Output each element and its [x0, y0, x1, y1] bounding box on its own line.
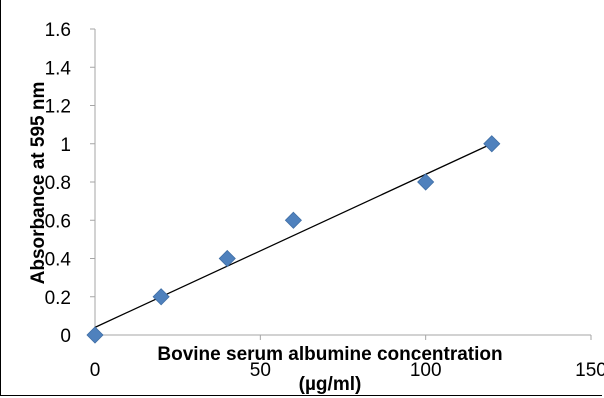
x-tick-label: 150	[575, 360, 604, 381]
y-tick-label: 1.2	[45, 97, 71, 118]
data-point	[483, 135, 501, 153]
x-axis-title-line-1: Bovine serum albumine concentration	[157, 344, 502, 365]
trendline	[94, 143, 493, 328]
data-point	[417, 173, 435, 191]
y-tick-label: 0.2	[45, 288, 71, 309]
y-tick-label: 1.4	[45, 58, 72, 79]
y-tick-label: 1	[60, 135, 71, 156]
y-tick-label: 0.6	[45, 211, 71, 232]
x-axis-title-line-2: (µg/ml)	[299, 374, 362, 395]
data-point	[86, 326, 104, 344]
x-tick-label: 0	[90, 360, 101, 381]
data-points	[86, 135, 501, 344]
y-tick-label: 1.6	[45, 20, 71, 41]
y-tick-label: 0.4	[45, 250, 72, 271]
tick-labels: 0 0.2 0.4 0.6 0.8 1 1.2 1.4 1.6 0 50 100 150	[45, 20, 604, 381]
y-tick-label: 0.8	[45, 173, 71, 194]
y-axis-title: Absorbance at 595 nm	[28, 82, 49, 285]
y-tick-label: 0	[60, 326, 71, 347]
data-point	[284, 211, 302, 229]
x-tick-label: 100	[410, 360, 442, 381]
data-point	[152, 288, 170, 306]
trendline-layer	[94, 143, 493, 328]
data-point	[218, 249, 236, 268]
x-tick-label: 50	[250, 360, 271, 381]
